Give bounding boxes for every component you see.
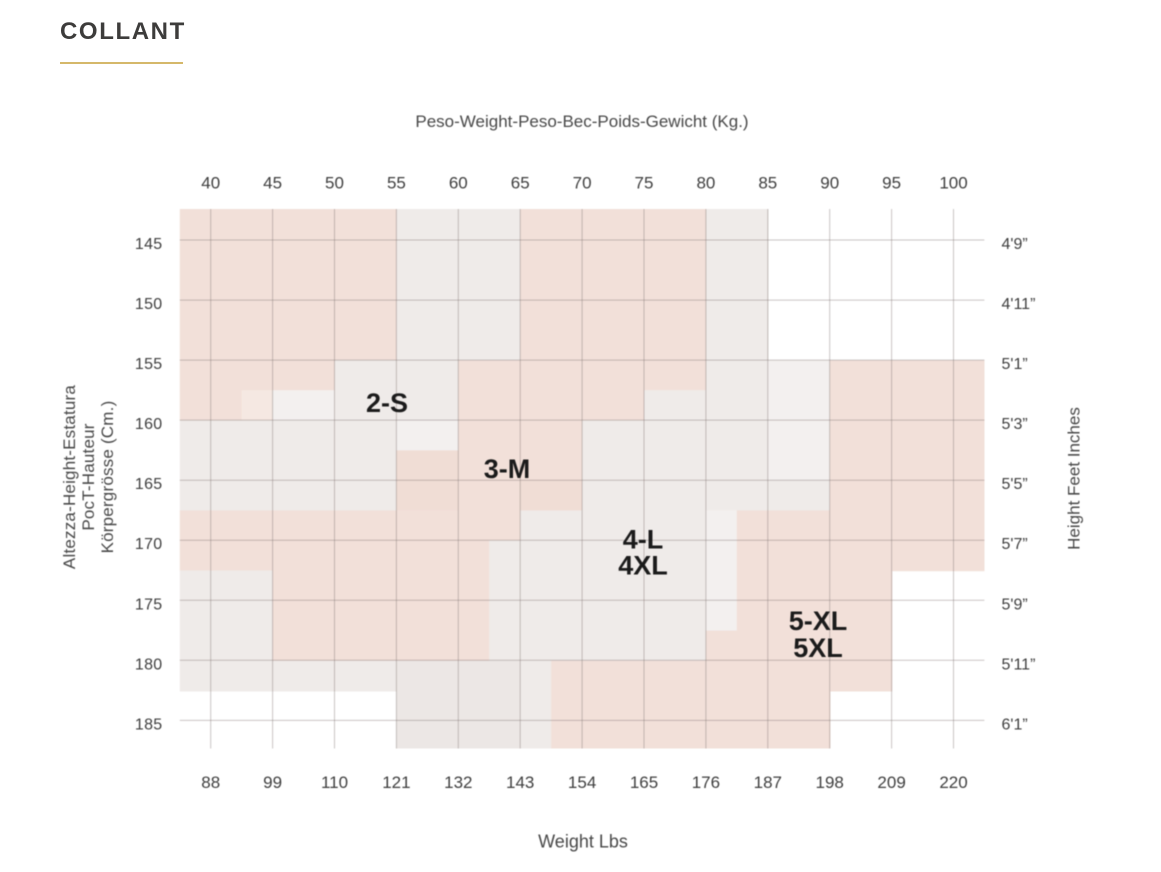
svg-text:6'1”: 6'1”	[1002, 716, 1028, 733]
svg-text:65: 65	[511, 174, 530, 193]
svg-text:143: 143	[506, 773, 534, 792]
svg-text:Altezza-Height-EstaturaPocT-Ha: Altezza-Height-EstaturaPocT-HauteurKörpe…	[60, 385, 117, 569]
svg-text:5XL: 5XL	[793, 633, 843, 663]
svg-text:180: 180	[135, 656, 163, 673]
svg-text:132: 132	[444, 773, 472, 792]
svg-text:5'7”: 5'7”	[1002, 536, 1028, 553]
svg-text:3-M: 3-M	[484, 454, 531, 484]
svg-text:5'3”: 5'3”	[1002, 416, 1028, 433]
svg-text:75: 75	[635, 174, 654, 193]
svg-text:45: 45	[263, 174, 282, 193]
svg-text:5'9”: 5'9”	[1002, 596, 1028, 613]
svg-text:185: 185	[135, 716, 163, 733]
svg-text:4XL: 4XL	[618, 551, 668, 581]
svg-text:100: 100	[939, 174, 967, 193]
svg-text:Weight Lbs: Weight Lbs	[538, 832, 628, 852]
svg-text:220: 220	[939, 773, 967, 792]
svg-text:165: 165	[135, 476, 163, 493]
svg-text:165: 165	[630, 773, 658, 792]
svg-text:4-L: 4-L	[623, 524, 664, 554]
svg-text:50: 50	[325, 174, 344, 193]
svg-text:154: 154	[568, 773, 596, 792]
svg-text:2-S: 2-S	[366, 388, 408, 418]
svg-text:Peso-Weight-Peso-Bec-Poids-Gew: Peso-Weight-Peso-Bec-Poids-Gewicht (Kg.)	[415, 112, 748, 131]
svg-text:55: 55	[387, 174, 406, 193]
svg-text:60: 60	[449, 174, 468, 193]
svg-text:5-XL: 5-XL	[789, 606, 848, 636]
svg-text:40: 40	[201, 174, 220, 193]
svg-text:209: 209	[877, 773, 905, 792]
svg-text:198: 198	[816, 773, 844, 792]
svg-text:90: 90	[820, 174, 839, 193]
svg-text:150: 150	[135, 296, 163, 313]
svg-text:80: 80	[696, 174, 715, 193]
svg-text:70: 70	[573, 174, 592, 193]
svg-text:145: 145	[135, 236, 163, 253]
svg-text:160: 160	[135, 416, 163, 433]
svg-text:187: 187	[754, 773, 782, 792]
svg-text:5'11”: 5'11”	[1002, 656, 1036, 673]
svg-text:4'9”: 4'9”	[1002, 236, 1028, 253]
svg-text:99: 99	[263, 773, 282, 792]
svg-text:4'11”: 4'11”	[1002, 296, 1036, 313]
svg-text:Height Feet Inches: Height Feet Inches	[1065, 407, 1084, 550]
svg-text:88: 88	[201, 773, 220, 792]
svg-text:5'5”: 5'5”	[1002, 476, 1028, 493]
svg-text:155: 155	[135, 356, 163, 373]
svg-text:5'1”: 5'1”	[1002, 356, 1028, 373]
svg-text:110: 110	[321, 773, 348, 792]
svg-text:121: 121	[382, 773, 410, 792]
svg-text:176: 176	[692, 773, 720, 792]
svg-text:170: 170	[135, 536, 163, 553]
svg-text:175: 175	[135, 596, 163, 613]
svg-text:85: 85	[758, 174, 777, 193]
svg-text:95: 95	[882, 174, 901, 193]
